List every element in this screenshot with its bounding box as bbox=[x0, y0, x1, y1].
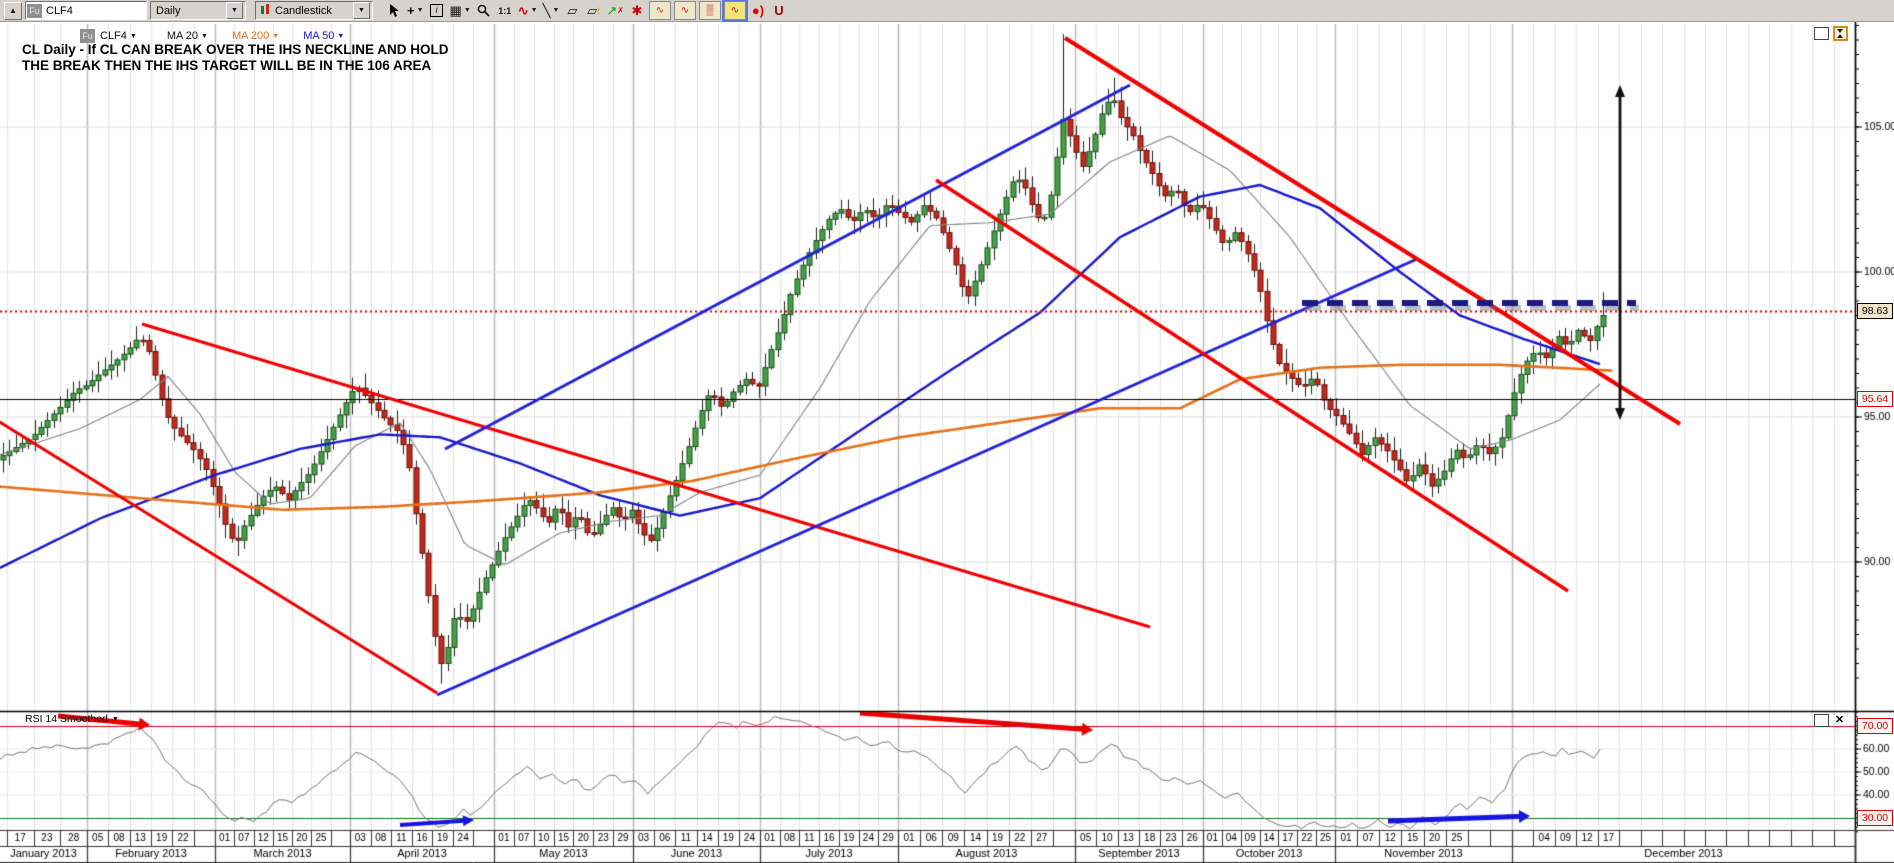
chart-snapshot-button-1[interactable]: ∿ bbox=[648, 1, 671, 20]
pointer-tool-button[interactable] bbox=[385, 2, 403, 20]
delete-drawings-icon: ▱ bbox=[587, 3, 598, 18]
legend-symbol-label: CLF4 bbox=[100, 30, 127, 42]
legend-ma200[interactable]: MA 200 ▼ bbox=[232, 30, 279, 42]
magnet-icon: U bbox=[774, 3, 784, 18]
alert-sound-button[interactable]: ●) bbox=[749, 2, 767, 20]
eraser-icon: ▱ bbox=[567, 3, 578, 18]
restore-pane-icon[interactable] bbox=[1814, 27, 1829, 40]
zoom-tool-button[interactable] bbox=[475, 2, 493, 20]
zoom-icon bbox=[477, 4, 490, 17]
chart-legend: Fu CLF4 ▼ MA 20 ▼ MA 200 ▼ MA 50 ▼ bbox=[80, 29, 344, 43]
symbol-field[interactable]: Fu bbox=[25, 1, 147, 20]
chevron-down-icon[interactable]: ▼ bbox=[111, 715, 119, 723]
chart-type-dropdown[interactable]: Candlestick ▼ bbox=[255, 1, 373, 20]
mini-wave-icon: ∿ bbox=[680, 5, 690, 16]
chart-region: Fu CLF4 ▼ MA 20 ▼ MA 200 ▼ MA 50 ▼ CL Da… bbox=[0, 22, 1894, 863]
chevron-down-icon: ▼ bbox=[226, 2, 243, 19]
chevron-down-icon[interactable]: ▼ bbox=[129, 32, 137, 40]
chart-snapshot-button-3[interactable]: ▒ bbox=[698, 1, 721, 20]
wave-study-button[interactable]: ∿ ▼ bbox=[517, 2, 539, 20]
trendline-tool-button[interactable]: ╲ ▼ bbox=[542, 2, 561, 20]
multi-tool-button[interactable]: ✱ bbox=[628, 2, 646, 20]
chevron-down-icon: ▼ bbox=[416, 7, 424, 14]
active-wave-study-button[interactable]: ∿ bbox=[721, 0, 748, 22]
crosshair-icon: + bbox=[407, 3, 415, 18]
rsi-header-label: RSI 14 Smoothed bbox=[25, 713, 108, 725]
measure-icon: ↗ bbox=[606, 3, 618, 18]
legend-symbol[interactable]: Fu CLF4 ▼ bbox=[80, 29, 137, 43]
interval-dropdown[interactable]: Daily ▼ bbox=[150, 1, 246, 20]
pointer-icon bbox=[390, 3, 399, 17]
x-mark-icon: ✗ bbox=[617, 6, 624, 15]
chevron-down-icon[interactable]: ▼ bbox=[201, 32, 208, 40]
mini-wave-icon: ▒ bbox=[706, 5, 714, 16]
scatter-icon: ✱ bbox=[631, 3, 643, 18]
candlestick-icon bbox=[261, 4, 271, 17]
legend-ma50-label: MA 50 bbox=[303, 30, 335, 42]
chevron-down-icon[interactable]: ▼ bbox=[337, 32, 345, 40]
chevron-down-icon[interactable]: ▼ bbox=[272, 32, 280, 40]
delete-all-drawings-button[interactable]: ▱! bbox=[584, 2, 602, 20]
measure-tool-button[interactable]: ↗ ✗ bbox=[605, 2, 625, 20]
rsi-lower-label: 30.00 bbox=[1857, 810, 1893, 826]
magnet-button[interactable]: U bbox=[770, 2, 788, 20]
legend-ma200-label: MA 200 bbox=[231, 30, 270, 42]
rsi-upper-label: 70.00 bbox=[1857, 718, 1893, 734]
active-wave-icon: ∿ bbox=[730, 5, 740, 16]
chevron-down-icon: ▼ bbox=[353, 2, 370, 19]
annotation-line2: THE BREAK THEN THE IHS TARGET WILL BE IN… bbox=[22, 58, 432, 73]
one-to-one-icon: 1:1 bbox=[498, 5, 512, 16]
collapse-toolbar-button[interactable]: ▲ bbox=[4, 1, 22, 20]
chevron-down-icon: ▼ bbox=[552, 7, 560, 14]
info-tool-button[interactable]: i bbox=[428, 2, 446, 20]
hourglass-icon bbox=[1833, 26, 1848, 41]
wave-icon: ∿ bbox=[517, 3, 529, 18]
rsi-restore-icon[interactable] bbox=[1814, 714, 1829, 727]
chevron-down-icon: ▼ bbox=[530, 7, 538, 14]
annotation-line1: CL Daily - If CL CAN BREAK OVER THE IHS … bbox=[22, 42, 449, 57]
chart-type-value: Candlestick bbox=[275, 4, 332, 17]
mini-wave-icon: ∿ bbox=[655, 5, 665, 16]
interval-value: Daily bbox=[156, 4, 181, 17]
chart-snapshot-button-2[interactable]: ∿ bbox=[673, 1, 696, 20]
rsi-close-icon[interactable]: ✕ bbox=[1834, 714, 1845, 726]
warning-icon: ! bbox=[597, 5, 600, 16]
eraser-button[interactable]: ▱ bbox=[563, 2, 581, 20]
rsi-pane-header[interactable]: RSI 14 Smoothed ▼ bbox=[25, 713, 119, 725]
grid-icon: ▦ bbox=[449, 3, 462, 18]
chart-canvas[interactable] bbox=[0, 22, 1894, 863]
alert-sound-icon: ●) bbox=[751, 3, 765, 18]
chevron-down-icon: ▼ bbox=[463, 7, 471, 14]
trendline-icon: ╲ bbox=[542, 3, 551, 18]
one-to-one-button[interactable]: 1:1 bbox=[496, 2, 514, 20]
futures-badge-icon: Fu bbox=[80, 29, 95, 43]
chart-annotation: CL Daily - If CL CAN BREAK OVER THE IHS … bbox=[22, 42, 449, 74]
legend-ma20[interactable]: MA 20 ▼ bbox=[167, 30, 208, 42]
legend-ma50[interactable]: MA 50 ▼ bbox=[303, 30, 344, 42]
symbol-input[interactable] bbox=[44, 2, 138, 19]
last-price-label: 98.63 bbox=[1857, 303, 1893, 319]
crosshair-tool-button[interactable]: + ▼ bbox=[406, 2, 425, 20]
up-arrow-icon: ▲ bbox=[9, 6, 17, 15]
support-price-label: 95.64 bbox=[1857, 391, 1893, 407]
grid-tool-button[interactable]: ▦ ▼ bbox=[449, 2, 472, 20]
toolbar: ▲ Fu Daily ▼ Candlestick ▼ +▼ i ▦▼ 1:1 ∿… bbox=[0, 0, 1894, 22]
legend-ma20-label: MA 20 bbox=[166, 30, 199, 42]
info-icon: i bbox=[430, 4, 444, 17]
futures-badge-icon: Fu bbox=[27, 3, 42, 18]
